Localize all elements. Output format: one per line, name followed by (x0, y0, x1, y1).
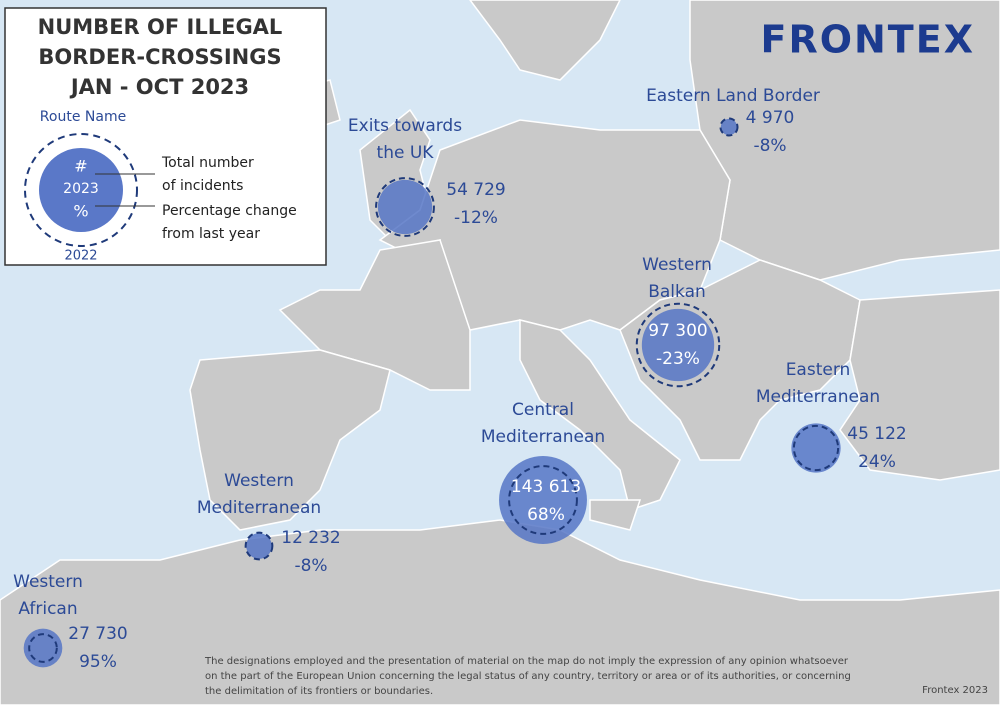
route-name: Mediterranean (481, 427, 605, 447)
route-bubble (791, 423, 841, 473)
route-bubble-previous (508, 465, 578, 535)
route-name: Mediterranean (756, 387, 880, 407)
route-name: Western (224, 471, 294, 491)
route-count: 12 232 (281, 528, 340, 548)
route-count: 97 300 (648, 321, 707, 341)
route-bubble (499, 456, 587, 544)
legend-dashed-circle (24, 133, 138, 247)
route-bubble (720, 118, 738, 136)
route-change: -23% (656, 349, 700, 369)
route-count: 27 730 (68, 624, 127, 644)
route-bubble (377, 179, 433, 235)
route-change: -12% (454, 208, 498, 228)
route-change: 24% (858, 452, 896, 472)
route-bubble (246, 533, 272, 559)
route-name: Central (512, 400, 574, 420)
legend-previous-year: 2022 (64, 249, 97, 264)
legend-route-name: Route Name (40, 109, 126, 125)
route-count: 143 613 (511, 477, 581, 497)
route-name: Exits towards (348, 116, 462, 136)
route-name: Eastern (786, 360, 851, 380)
title: JAN - OCT 2023 (69, 75, 249, 99)
legend-note: Percentage change (162, 203, 297, 219)
legend-year: 2023 (63, 181, 99, 197)
title: BORDER-CROSSINGS (38, 45, 281, 69)
route-name: Western (13, 572, 83, 592)
credit: Frontex 2023 (922, 685, 988, 696)
route-count: 4 970 (746, 108, 795, 128)
legend-note: from last year (162, 226, 260, 242)
route-count: 45 122 (847, 424, 906, 444)
route-name: Mediterranean (197, 498, 321, 518)
route-count: 54 729 (446, 180, 505, 200)
route-name: the UK (377, 143, 435, 163)
route-bubble-previous (792, 424, 840, 472)
route-bubble (641, 308, 715, 382)
route-bubble-previous (635, 302, 721, 388)
legend-note: of incidents (162, 178, 243, 194)
logo: FRONTEX (760, 18, 975, 62)
route-name: Eastern Land Border (646, 86, 820, 106)
legend-circle (39, 148, 123, 232)
legend-change: % (73, 202, 88, 221)
disclaimer: the delimitation of its frontiers or bou… (205, 686, 433, 697)
route-bubble-previous (28, 633, 58, 663)
route-change: -8% (294, 556, 327, 576)
route-change: -8% (753, 136, 786, 156)
disclaimer: The designations employed and the presen… (204, 656, 849, 667)
route-name: African (18, 599, 77, 619)
route-bubble-previous (375, 177, 435, 237)
route-change: 68% (527, 505, 565, 525)
title: NUMBER OF ILLEGAL (38, 15, 283, 39)
disclaimer: on the part of the European Union concer… (205, 671, 851, 682)
route-bubble-previous (719, 117, 739, 137)
legend-count: # (74, 157, 87, 176)
route-name: Western (642, 255, 712, 275)
route-bubble-previous (244, 531, 274, 561)
route-name: Balkan (648, 282, 706, 302)
route-change: 95% (79, 652, 117, 672)
legend-note: Total number (161, 155, 254, 171)
